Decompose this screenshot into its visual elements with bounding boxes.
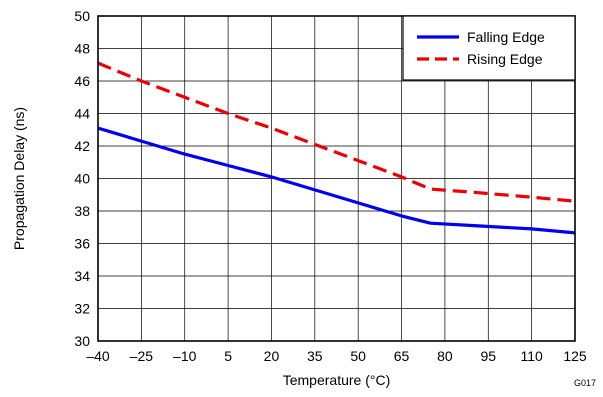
x-tick-label: 125 [563, 348, 587, 364]
x-tick-label: 5 [224, 348, 232, 364]
y-tick-label: 30 [74, 333, 90, 349]
y-tick-label: 40 [74, 171, 90, 187]
series-lines [97, 61, 576, 235]
legend-label-falling-edge: Falling Edge [467, 29, 545, 45]
x-tick-label: 80 [437, 348, 453, 364]
x-tick-label: 35 [307, 348, 323, 364]
y-axis-title: Propagation Delay (ns) [11, 107, 27, 250]
legend-box [402, 15, 576, 81]
y-tick-label: 50 [74, 8, 90, 24]
x-tick-label: –10 [173, 348, 197, 364]
x-tick-label: 20 [264, 348, 280, 364]
y-tick-label: 48 [74, 41, 90, 57]
y-axis-ticks: 30 32 34 36 38 40 42 44 46 48 50 [74, 8, 90, 349]
y-tick-label: 44 [74, 106, 90, 122]
x-tick-label: 110 [520, 348, 543, 364]
y-tick-label: 38 [74, 203, 90, 219]
y-tick-label: 36 [74, 236, 90, 252]
x-tick-label: –25 [130, 348, 154, 364]
plot-area-frame [97, 15, 576, 342]
figure-code-label: G017 [574, 378, 596, 388]
x-tick-label: –40 [86, 348, 110, 364]
y-tick-label: 46 [74, 73, 90, 89]
legend-label-rising-edge: Rising Edge [467, 51, 543, 67]
series-line-rising-edge [97, 61, 576, 203]
x-tick-label: 65 [394, 348, 410, 364]
series-line-falling-edge [97, 126, 576, 235]
x-tick-label: 95 [480, 348, 496, 364]
y-tick-label: 34 [74, 268, 90, 284]
legend: Falling Edge Rising Edge [402, 15, 576, 81]
y-tick-label: 32 [74, 301, 90, 317]
x-axis-ticks: –40 –25 –10 5 20 35 50 65 80 95 110 125 [86, 348, 587, 364]
y-tick-label: 42 [74, 138, 90, 154]
x-tick-label: 50 [350, 348, 366, 364]
x-axis-title: Temperature (°C) [283, 372, 391, 388]
